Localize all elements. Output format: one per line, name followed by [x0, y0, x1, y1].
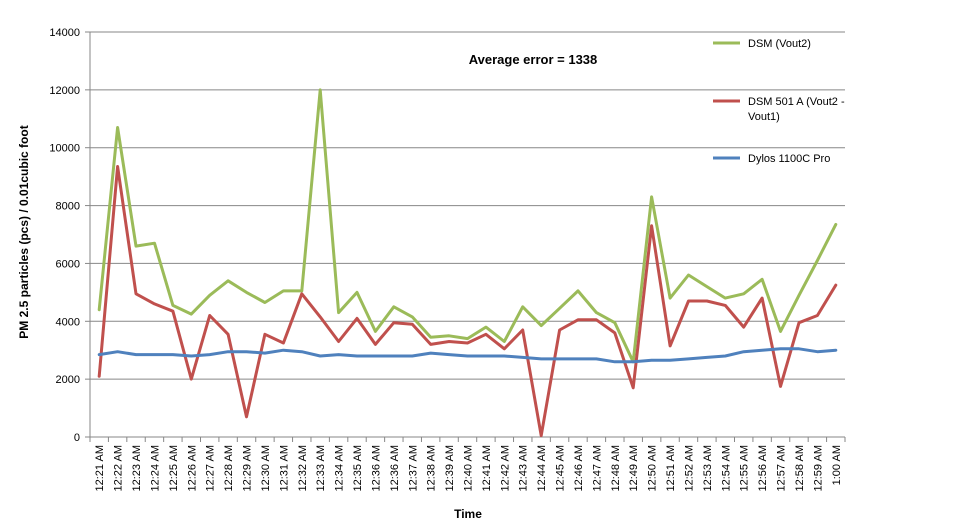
x-tick-label: 12:45 AM	[555, 445, 567, 491]
x-tick-label: 12:40 AM	[463, 445, 475, 491]
y-axis-title: PM 2.5 particles (pcs) / 0.01cubic foot	[17, 125, 31, 338]
axes	[85, 31, 846, 442]
y-tick-label: 6000	[56, 258, 80, 270]
x-tick-label: 12:53 AM	[702, 445, 714, 491]
x-tick-label: 12:34 AM	[334, 445, 346, 491]
x-tick-label: 12:41 AM	[481, 445, 493, 491]
x-tick-label: 12:58 AM	[794, 445, 806, 491]
series-line-1	[97, 88, 838, 364]
legend-label-2: DSM 501 A (Vout2 -	[748, 96, 845, 108]
x-tick-label: 1:00 AM	[831, 445, 843, 485]
x-tick-label: 12:55 AM	[739, 445, 751, 491]
x-tick-label: 12:33 AM	[315, 445, 327, 491]
x-axis-title: Time	[454, 507, 482, 521]
x-tick-label: 12:50 AM	[647, 445, 659, 491]
x-tick-label: 12:46 AM	[573, 445, 585, 491]
x-tick-label: 12:54 AM	[720, 445, 732, 491]
x-tick-label: 12:57 AM	[776, 445, 788, 491]
x-tick-label: 12:24 AM	[149, 445, 161, 491]
y-tick-label: 2000	[56, 374, 80, 386]
x-tick-label: 12:36 AM	[389, 445, 401, 491]
x-tick-label: 12:29 AM	[242, 445, 254, 491]
y-tick-label: 12000	[49, 85, 80, 97]
x-tick-label: 12:30 AM	[260, 445, 272, 491]
x-tick-label: 12:22 AM	[113, 445, 125, 491]
series-lines	[97, 88, 838, 438]
x-tick-label: 12:43 AM	[518, 445, 530, 491]
average-error-annotation: Average error = 1338	[469, 52, 598, 67]
x-tick-label: 12:38 AM	[426, 445, 438, 491]
x-tick-label: 12:47 AM	[591, 445, 603, 491]
x-tick-label: 12:31 AM	[278, 445, 290, 491]
x-tick-label: 12:49 AM	[628, 445, 640, 491]
x-tick-label: 12:26 AM	[186, 445, 198, 491]
legend: DSM (Vout2) DSM 501 A (Vout2 - Vout1) Dylos…	[713, 38, 845, 165]
x-tick-label: 12:36 AM	[370, 445, 382, 491]
x-tick-label: 12:42 AM	[499, 445, 511, 491]
series-line-3	[97, 347, 838, 364]
legend-label-2: Vout1)	[748, 111, 780, 123]
y-tick-label: 4000	[56, 316, 80, 328]
y-tick-labels: 0 2000 4000 6000 8000 10000 12000 14000	[49, 27, 80, 444]
x-tick-label: 12:23 AM	[131, 445, 143, 491]
x-tick-labels: 12:21 AM 12:22 AM 12:23 AM 12:24 AM 12:25 AM…	[94, 445, 843, 491]
x-tick-label: 12:56 AM	[757, 445, 769, 491]
x-tick-label: 12:39 AM	[444, 445, 456, 491]
x-tick-label: 12:32 AM	[297, 445, 309, 491]
x-tick-label: 12:52 AM	[683, 445, 695, 491]
y-tick-label: 0	[74, 432, 80, 444]
x-tick-label: 12:21 AM	[94, 445, 106, 491]
x-tick-label: 12:48 AM	[610, 445, 622, 491]
y-tick-label: 14000	[49, 27, 80, 39]
y-tick-label: 10000	[49, 143, 80, 155]
legend-label-3: Dylos 1100C Pro	[748, 153, 830, 165]
gridlines	[90, 31, 845, 380]
x-tick-label: 12:51 AM	[665, 445, 677, 491]
x-tick-label: 12:59 AM	[812, 445, 824, 491]
x-tick-label: 12:44 AM	[536, 445, 548, 491]
x-tick-label: 12:25 AM	[168, 445, 180, 491]
x-tick-label: 12:35 AM	[352, 445, 364, 491]
x-tick-label: 12:27 AM	[205, 445, 217, 491]
series-line-2	[97, 165, 838, 438]
legend-label-1: DSM (Vout2)	[748, 38, 811, 50]
x-tick-label: 12:37 AM	[407, 445, 419, 491]
x-tick-label: 12:28 AM	[223, 445, 235, 491]
y-tick-label: 8000	[56, 201, 80, 213]
